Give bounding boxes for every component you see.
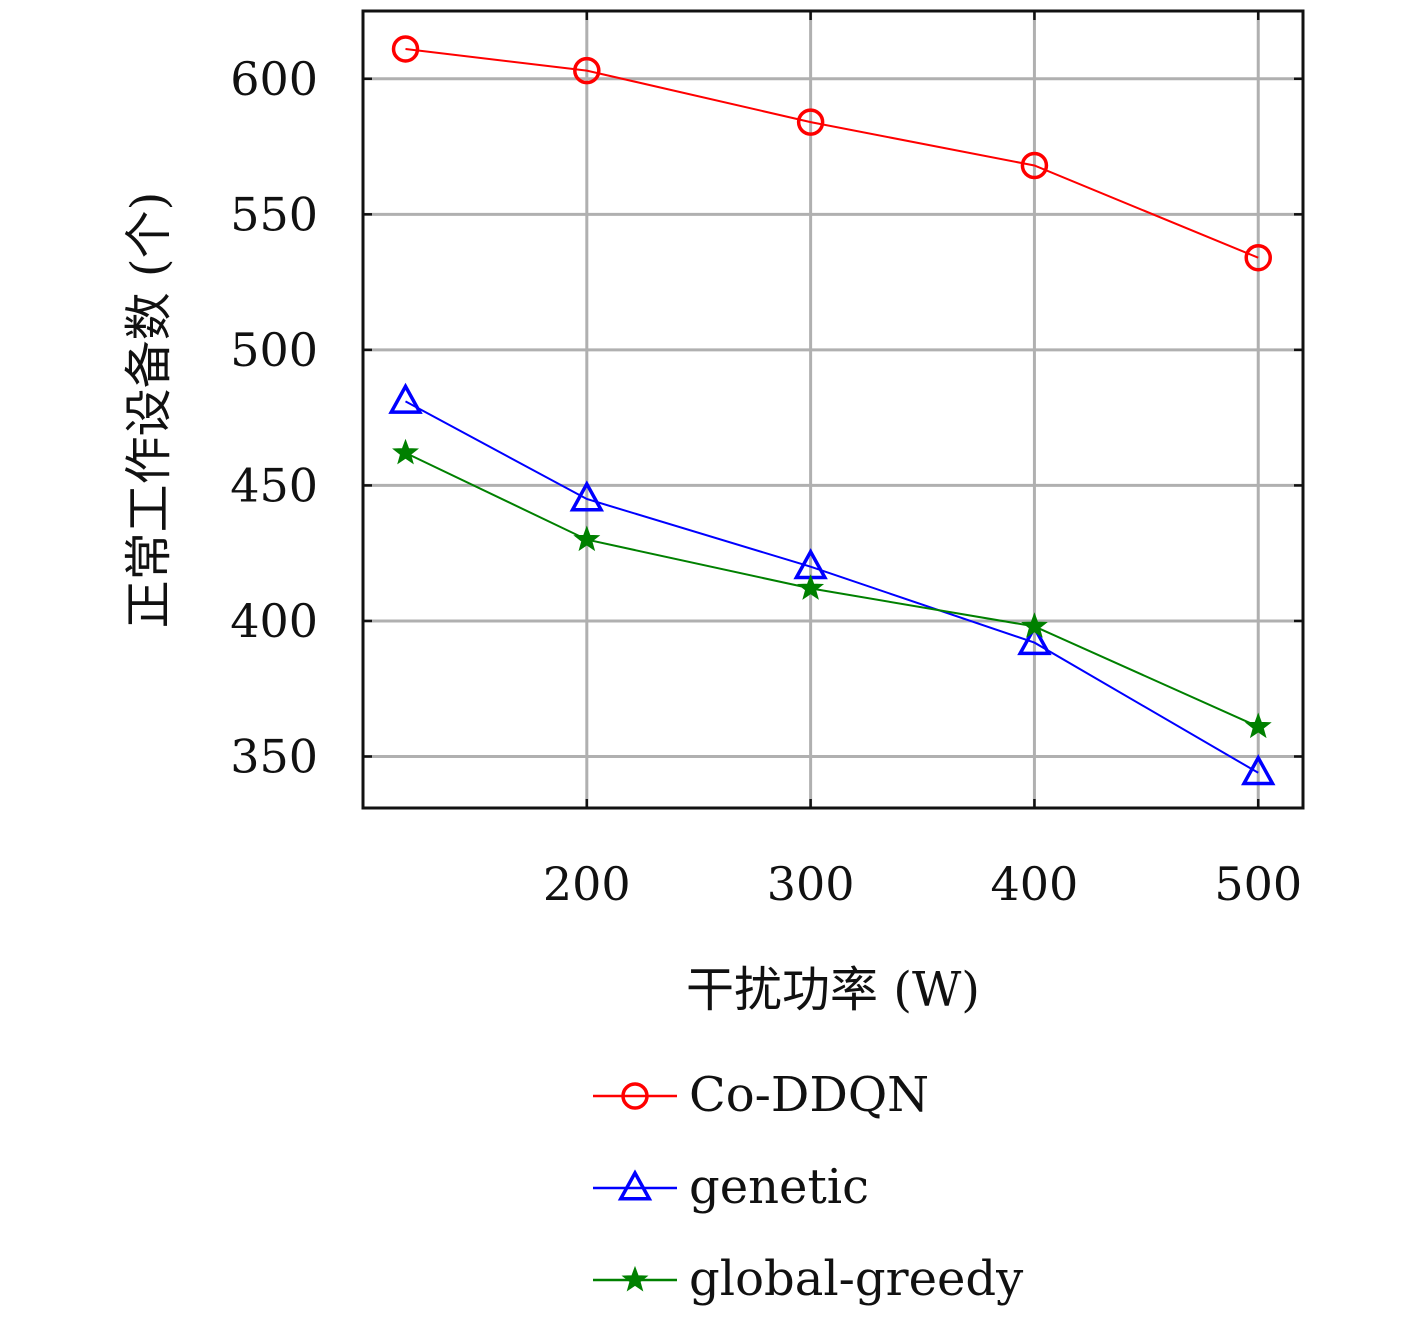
data-point-co-ddqn bbox=[796, 108, 825, 136]
x-axis-title: 干扰功率 (W) bbox=[686, 962, 980, 1018]
data-point-global-greedy bbox=[392, 438, 419, 465]
y-tick-label: 400 bbox=[230, 594, 318, 648]
data-point-genetic bbox=[569, 480, 605, 512]
data-point-co-ddqn bbox=[391, 35, 420, 63]
grid-layer bbox=[363, 11, 1303, 808]
data-point-co-ddqn bbox=[573, 56, 601, 85]
legend: Co-DDQN genetic global-greedy bbox=[593, 1067, 1023, 1307]
x-tick-label: 300 bbox=[767, 857, 855, 911]
y-axis-title: 正常工作设备数 (个) bbox=[121, 192, 177, 629]
data-point-co-ddqn bbox=[1244, 243, 1272, 272]
series-layer bbox=[388, 35, 1276, 786]
y-tick-label: 600 bbox=[230, 52, 318, 106]
legend-marker-co-ddqn bbox=[621, 1082, 649, 1110]
data-point-global-greedy bbox=[1244, 712, 1272, 739]
series-line-co-ddqn bbox=[405, 48, 1259, 259]
series-line-global-greedy bbox=[405, 451, 1259, 728]
data-point-global-greedy bbox=[797, 574, 825, 600]
y-tick-label: 500 bbox=[230, 323, 318, 377]
legend-marker-global-greedy bbox=[621, 1265, 649, 1292]
legend-label-co-ddqn: Co-DDQN bbox=[689, 1067, 929, 1123]
legend-label-genetic: genetic bbox=[689, 1159, 869, 1215]
x-tick-label: 400 bbox=[991, 857, 1079, 911]
data-point-genetic bbox=[1017, 624, 1052, 656]
data-point-global-greedy bbox=[573, 525, 601, 552]
legend-marker-genetic bbox=[617, 1169, 653, 1201]
y-tick-label: 550 bbox=[230, 187, 318, 241]
x-tick-label: 200 bbox=[543, 857, 631, 911]
series-line-genetic bbox=[405, 400, 1259, 774]
plot-frame bbox=[361, 9, 1305, 810]
data-point-genetic bbox=[388, 382, 423, 414]
x-tick-label: 500 bbox=[1214, 857, 1302, 911]
data-point-genetic bbox=[1241, 754, 1276, 786]
y-tick-label: 450 bbox=[230, 458, 318, 512]
data-point-co-ddqn bbox=[1020, 151, 1049, 180]
data-point-global-greedy bbox=[1020, 612, 1048, 638]
tick-layer: 350 400 450 500 550 600 200 300 400 500 bbox=[230, 11, 1303, 911]
y-tick-label: 350 bbox=[230, 729, 318, 783]
legend-label-global-greedy: global-greedy bbox=[689, 1251, 1023, 1307]
